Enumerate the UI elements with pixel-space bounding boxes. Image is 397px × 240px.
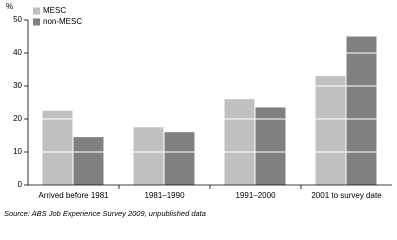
y-tick-label: 0 [18, 180, 23, 189]
legend-swatch [33, 18, 40, 26]
x-tick-label: 1991–2000 [235, 191, 276, 200]
bar [224, 99, 255, 185]
bar [315, 76, 346, 185]
source-note: Source: ABS Job Experience Survey 2009, … [4, 209, 206, 218]
chart: % Source: ABS Job Experience Survey 2009… [4, 2, 392, 218]
y-axis-label: % [6, 2, 13, 11]
x-tick-label: 1981–1990 [144, 191, 185, 200]
bar [133, 127, 164, 185]
x-tick-label: 2001 to survey date [311, 191, 382, 200]
y-tick-label: 30 [13, 81, 22, 90]
legend-label: non-MESC [43, 17, 82, 26]
bar [73, 137, 104, 185]
legend-label: MESC [43, 6, 66, 15]
legend-swatch [33, 7, 40, 15]
bar [255, 107, 286, 185]
y-tick-label: 50 [13, 15, 22, 24]
bar [346, 36, 377, 185]
bar [164, 132, 195, 185]
y-tick-label: 40 [13, 48, 22, 57]
bar [42, 110, 73, 185]
x-tick-label: Arrived before 1981 [38, 191, 109, 200]
y-tick-label: 10 [13, 147, 22, 156]
y-tick-label: 20 [13, 114, 22, 123]
